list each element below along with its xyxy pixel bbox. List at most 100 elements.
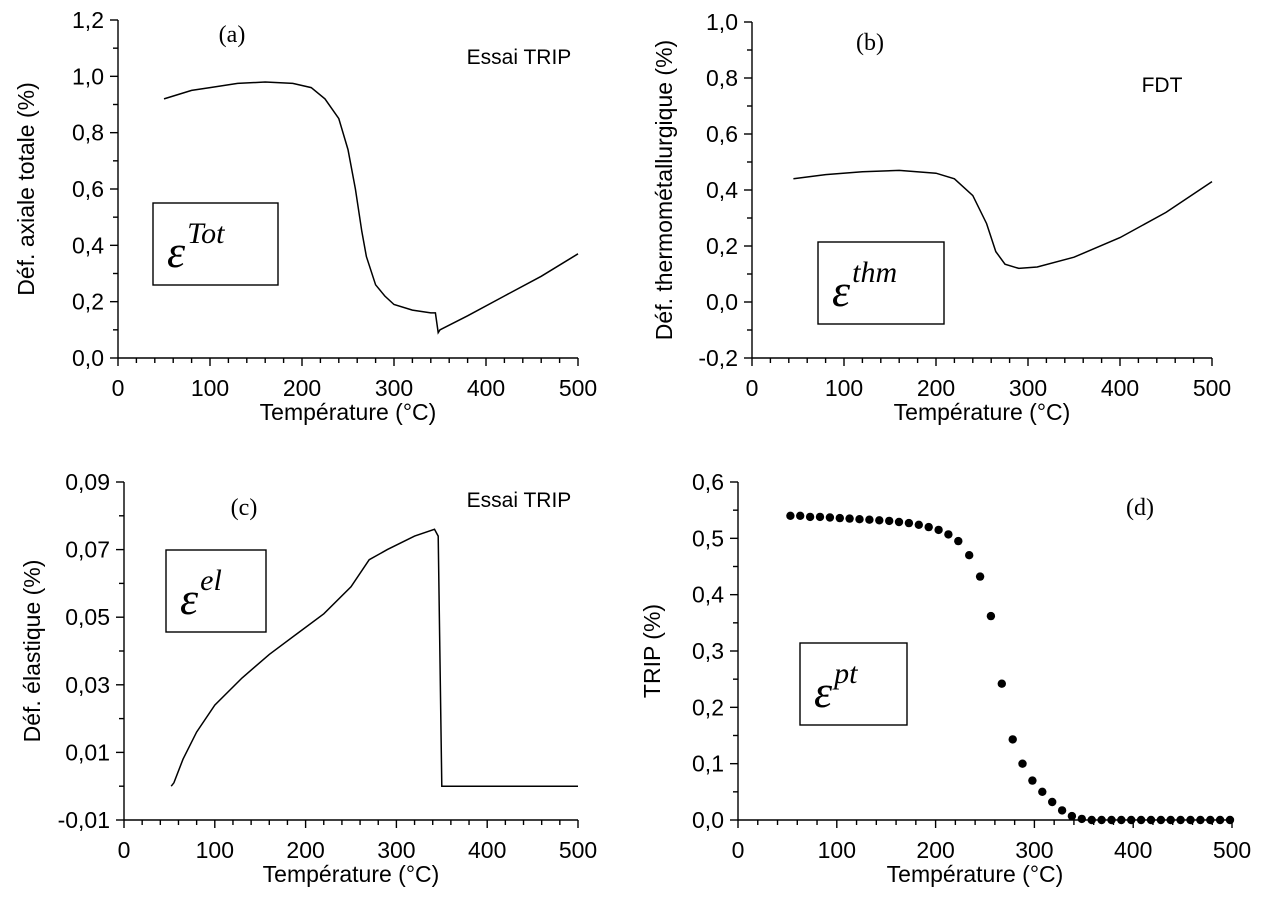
y-axis-title: TRIP (%) xyxy=(639,604,665,698)
data-point xyxy=(1048,797,1057,807)
data-point xyxy=(805,512,815,522)
symbol-box xyxy=(165,549,267,633)
x-tick-label: 400 xyxy=(467,375,505,401)
data-point xyxy=(1067,811,1077,821)
x-tick-label: 0 xyxy=(112,375,125,401)
data-point xyxy=(1146,815,1156,825)
x-tick-label: 100 xyxy=(825,375,863,401)
y-tick-label: 0,4 xyxy=(72,232,104,258)
data-point xyxy=(825,513,835,522)
data-point xyxy=(894,517,904,527)
x-tick-label: 500 xyxy=(1193,375,1231,401)
y-tick-label: 1,0 xyxy=(706,9,738,35)
panel-a: 0 100 200 300 400 500 0,0 0,2 0,4 0,6 0,8 1,0 1,2 Tem… xyxy=(13,7,597,425)
data-point xyxy=(986,611,996,621)
y-tick-label: 0,4 xyxy=(692,582,724,608)
x-tick-label: 100 xyxy=(196,837,234,863)
data-point xyxy=(1117,815,1126,825)
data-point xyxy=(796,511,805,520)
data-point xyxy=(1196,815,1205,825)
y-tick-label: 0,6 xyxy=(72,176,104,202)
data-point xyxy=(904,518,914,528)
data-point xyxy=(1028,776,1037,785)
data-point xyxy=(975,572,985,581)
data-point xyxy=(1008,735,1017,744)
y-tick-label: 0,8 xyxy=(72,120,104,146)
data-point xyxy=(1225,815,1235,825)
panel-tag: (a) xyxy=(219,22,246,48)
symbol-main: ε xyxy=(814,666,833,717)
x-axis-title: Température (°C) xyxy=(260,399,437,425)
series-line xyxy=(170,528,578,787)
data-point xyxy=(815,512,825,522)
strain-symbol: εthm xyxy=(832,256,897,316)
x-tick-label: 0 xyxy=(732,837,745,863)
x-tick-label: 500 xyxy=(559,375,597,401)
data-point xyxy=(965,551,974,560)
x-tick-label: 200 xyxy=(917,375,955,401)
x-axis-title: Température (°C) xyxy=(263,861,440,887)
strain-symbol: εel xyxy=(180,564,222,624)
panel-b: 0 100 200 300 400 500 -0,2 0,0 0,2 0,4 0,6 0,8 1,0 Te… xyxy=(651,9,1231,425)
y-axis-title: Déf. thermométallurgique (%) xyxy=(651,40,677,340)
x-tick-label: 100 xyxy=(818,837,856,863)
y-tick-label: 0,3 xyxy=(692,638,724,664)
y-tick-label: 0,07 xyxy=(65,537,110,563)
data-point xyxy=(1077,814,1087,824)
y-tick-label: 0,6 xyxy=(692,469,724,495)
test-annotation: FDT xyxy=(1142,74,1183,97)
y-tick-label: 0,8 xyxy=(706,65,738,91)
symbol-main: ε xyxy=(832,265,851,316)
x-tick-label: 400 xyxy=(1101,375,1139,401)
y-tick-label: 0,2 xyxy=(706,233,738,259)
x-axis-title: Température (°C) xyxy=(887,861,1064,887)
y-tick-label: 0,1 xyxy=(692,751,724,777)
data-point xyxy=(1018,759,1027,768)
panel-tag: (c) xyxy=(231,495,258,521)
x-tick-label: 200 xyxy=(286,837,324,863)
x-tick-label: 300 xyxy=(375,375,413,401)
strain-symbol: εTot xyxy=(167,217,225,277)
panel-tag: (b) xyxy=(856,30,884,56)
data-point xyxy=(786,511,795,520)
data-point xyxy=(1057,806,1067,815)
y-tick-label: 0,05 xyxy=(65,604,110,630)
x-tick-label: 0 xyxy=(746,375,759,401)
data-point xyxy=(855,515,864,524)
test-annotation: Essai TRIP xyxy=(467,489,572,512)
data-point xyxy=(885,516,894,526)
data-point xyxy=(1176,815,1185,825)
data-point xyxy=(1136,815,1146,825)
symbol-superscript: el xyxy=(200,564,222,597)
symbol-box xyxy=(799,642,908,726)
data-point xyxy=(1127,815,1136,825)
x-tick-label: 200 xyxy=(916,837,954,863)
x-tick-label: 400 xyxy=(1114,837,1152,863)
strain-symbol: εpt xyxy=(814,657,858,717)
data-point xyxy=(1156,815,1166,825)
y-tick-label: 0,0 xyxy=(72,345,104,371)
x-tick-label: 0 xyxy=(118,837,131,863)
data-point xyxy=(1097,815,1106,825)
y-axis-title: Déf. élastique (%) xyxy=(19,560,45,743)
data-point xyxy=(914,520,923,529)
y-tick-label: 0,01 xyxy=(65,739,110,765)
y-tick-label: 0,6 xyxy=(706,121,738,147)
symbol-superscript: pt xyxy=(832,657,858,690)
data-point xyxy=(1215,815,1225,825)
y-tick-label: 1,2 xyxy=(72,7,104,33)
data-point xyxy=(1107,815,1116,825)
data-point xyxy=(954,536,963,546)
data-point xyxy=(1038,787,1047,796)
data-point xyxy=(1206,815,1215,825)
symbol-box xyxy=(817,241,945,325)
x-tick-label: 400 xyxy=(468,837,506,863)
test-annotation: Essai TRIP xyxy=(467,46,572,69)
series-line xyxy=(793,169,1213,270)
data-point xyxy=(1087,815,1096,825)
data-point xyxy=(944,530,953,539)
data-point xyxy=(865,515,874,524)
symbol-main: ε xyxy=(180,573,199,624)
symbol-box xyxy=(152,202,279,286)
